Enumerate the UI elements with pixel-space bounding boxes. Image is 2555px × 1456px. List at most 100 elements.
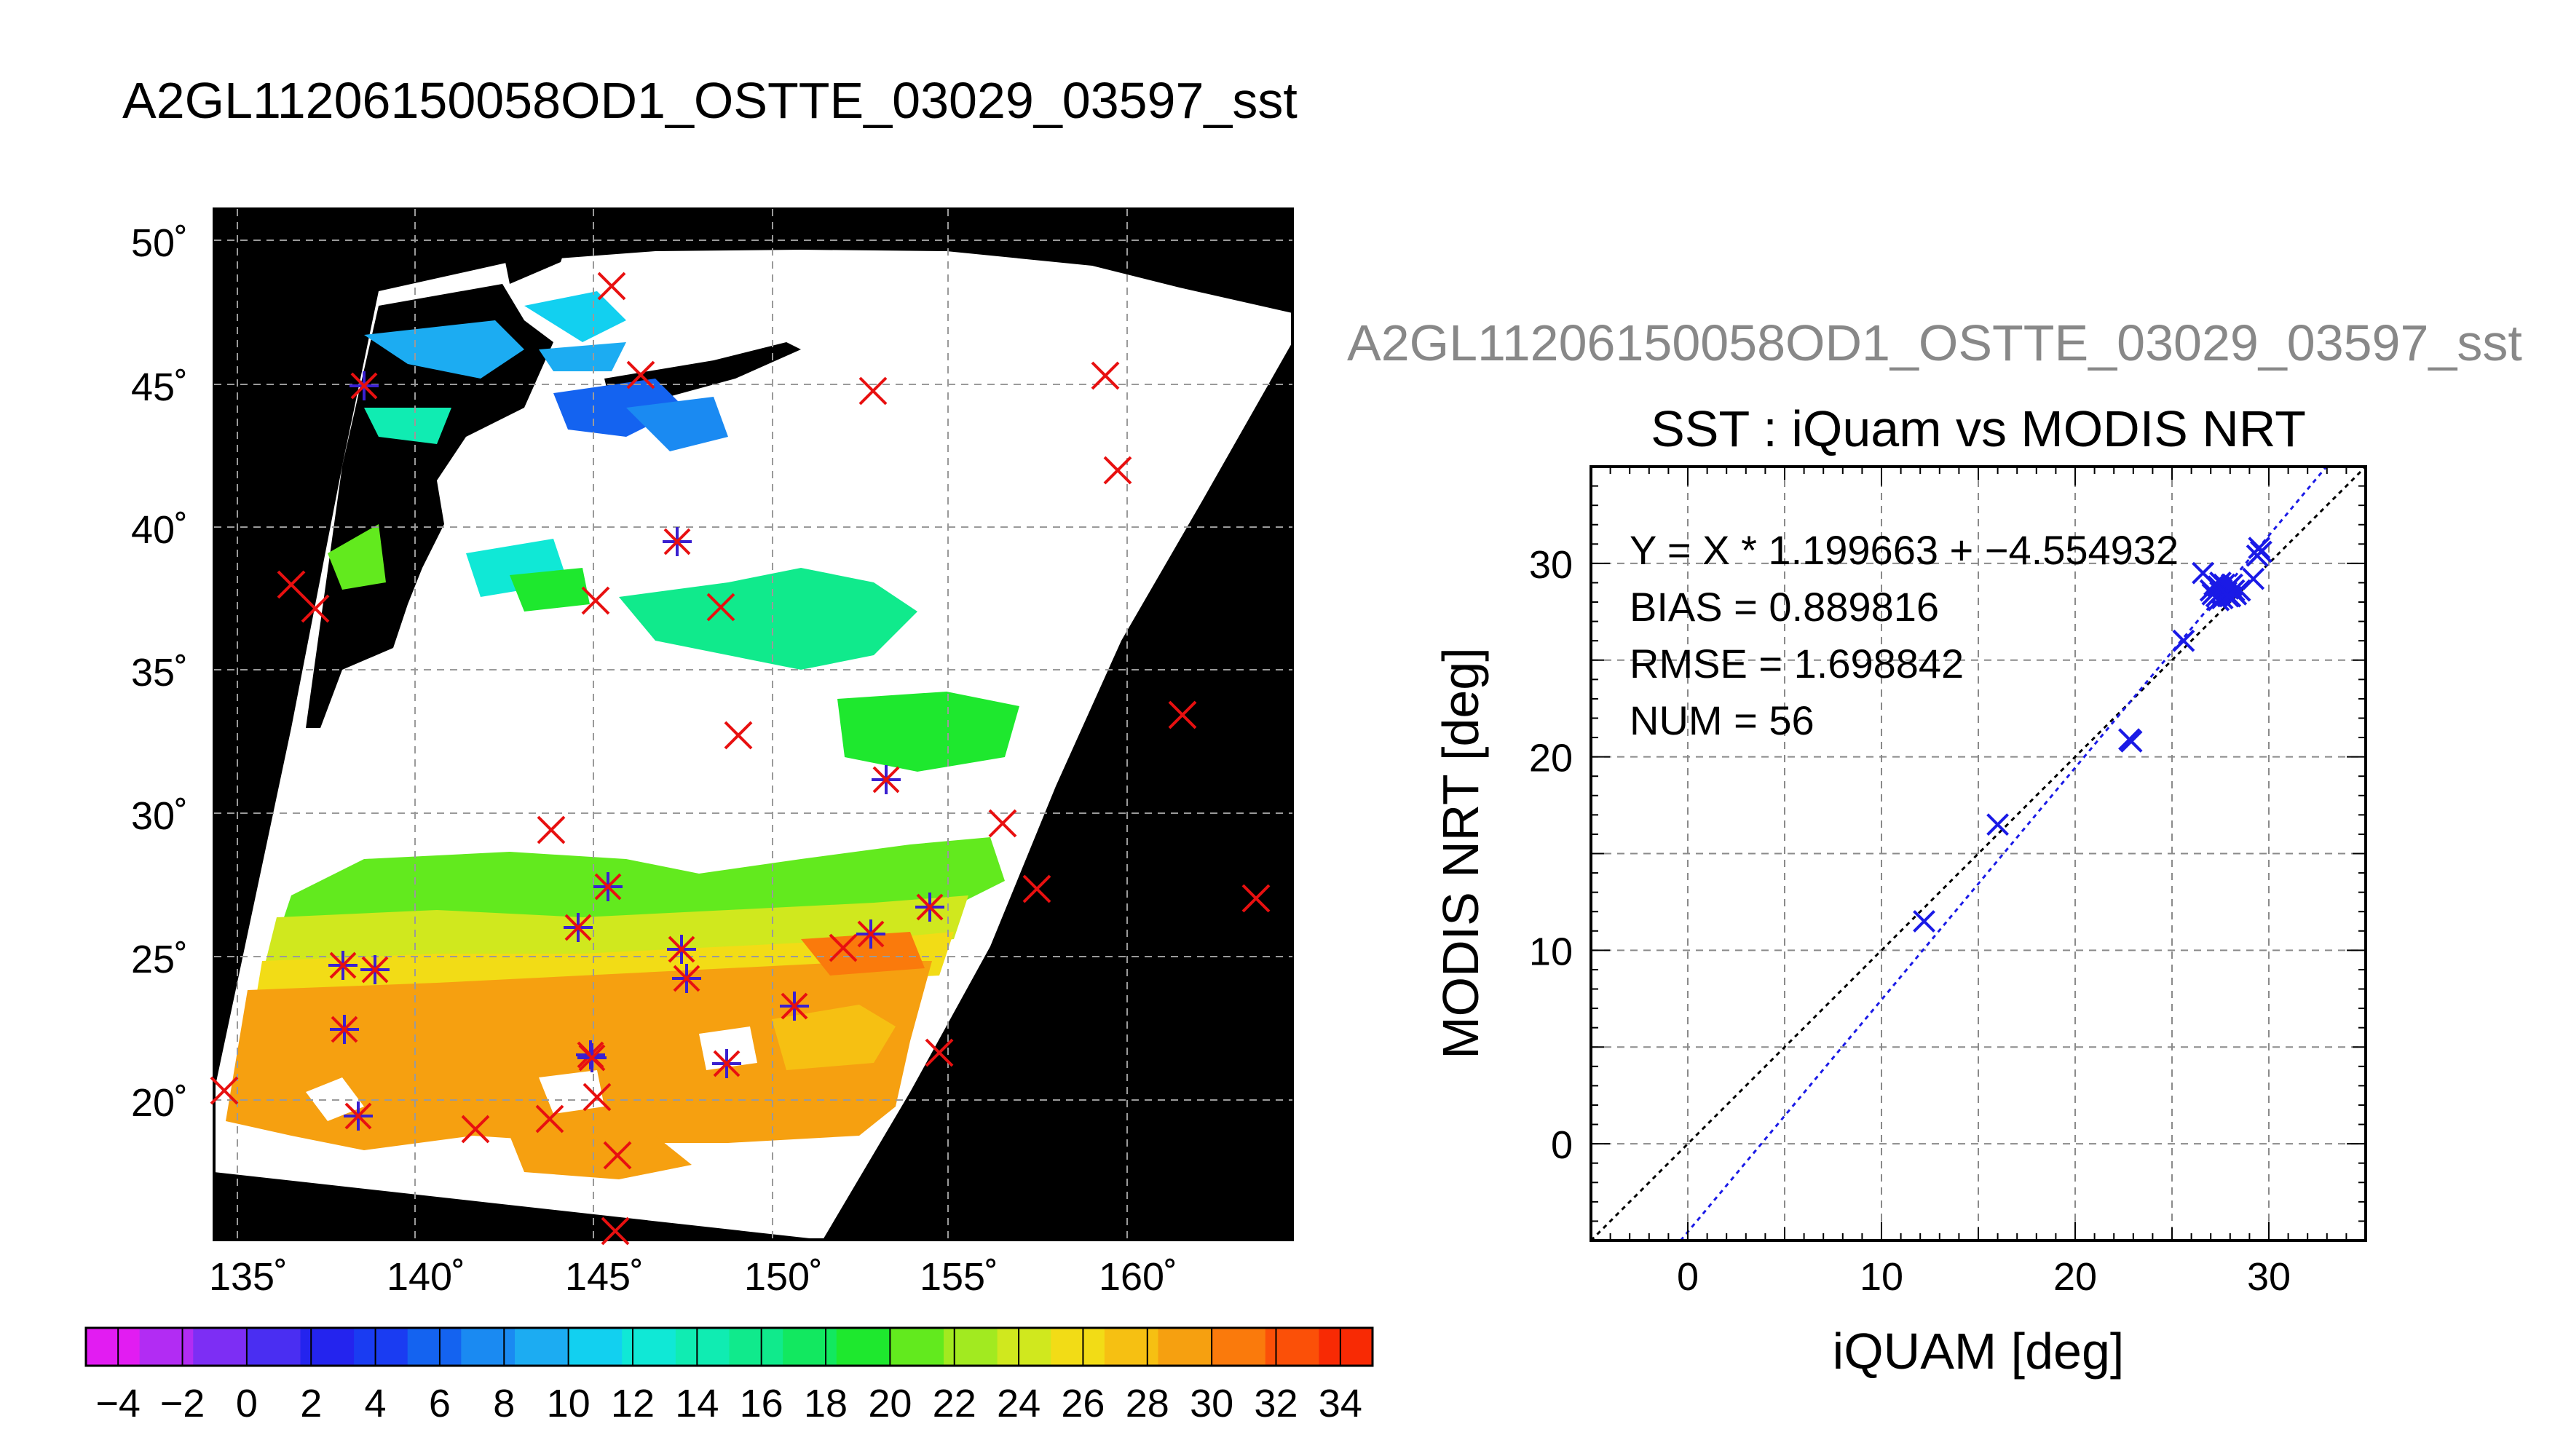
- map-lon-labels: 135˚ 140˚ 145˚ 150˚ 155˚ 160˚: [209, 1255, 1177, 1299]
- colorbar-swatch: [1212, 1328, 1265, 1366]
- colorbar-swatch: [86, 1328, 140, 1366]
- matchup-marker: [667, 935, 696, 964]
- map-lat-tick-label: 50˚: [131, 221, 188, 265]
- colorbar-swatch: [1319, 1328, 1373, 1366]
- matchup-marker: [577, 1043, 607, 1072]
- colorbar-tick-label: 8: [493, 1382, 515, 1425]
- map-lon-tick-label: 140˚: [387, 1255, 465, 1299]
- scatter-point: [2243, 569, 2264, 589]
- colorbar-tick-label: 0: [236, 1382, 258, 1425]
- colorbar: −4 −2 0 2 4 6 8 10 12 14 16 18 20 22 24 26 28 30 32 34: [86, 1328, 1373, 1425]
- colorbar-tick-label: 10: [547, 1382, 591, 1425]
- colorbar-swatch: [998, 1328, 1051, 1366]
- x-axis-label: iQUAM [deg]: [1833, 1323, 2125, 1380]
- colorbar-tick-label: 26: [1061, 1382, 1105, 1425]
- x-tick-label: 0: [1677, 1255, 1699, 1299]
- map-lat-tick-label: 25˚: [131, 938, 188, 981]
- colorbar-swatch: [1051, 1328, 1105, 1366]
- map-lon-tick-label: 160˚: [1099, 1255, 1177, 1299]
- y-tick-label: 20: [1529, 737, 1573, 780]
- map-lon-tick-label: 135˚: [209, 1255, 288, 1299]
- scatter-point: [1914, 911, 1935, 932]
- scatter-points: [1914, 538, 2272, 932]
- y-tick-label: 10: [1529, 930, 1573, 973]
- colorbar-swatch: [247, 1328, 301, 1366]
- matchup-marker: [360, 955, 390, 984]
- colorbar-tick-label: 30: [1190, 1382, 1233, 1425]
- map-lat-tick-label: 40˚: [131, 508, 188, 552]
- colorbar-swatch: [890, 1328, 944, 1366]
- colorbar-swatch: [837, 1328, 891, 1366]
- colorbar-swatch: [140, 1328, 194, 1366]
- colorbar-swatch: [354, 1328, 408, 1366]
- colorbar-swatch: [1105, 1328, 1158, 1366]
- colorbar-tick-label: 34: [1319, 1382, 1362, 1425]
- colorbar-tick-label: −4: [95, 1382, 141, 1425]
- colorbar-tick-label: 32: [1254, 1382, 1298, 1425]
- matchup-marker: [663, 527, 692, 556]
- colorbar-tick-label: 6: [429, 1382, 451, 1425]
- colorbar-swatch: [1158, 1328, 1212, 1366]
- map-lat-tick-label: 30˚: [131, 794, 188, 838]
- matchup-marker: [593, 872, 623, 901]
- x-tick-label: 30: [2247, 1255, 2291, 1299]
- colorbar-swatch: [1265, 1328, 1319, 1366]
- colorbar-swatch: [622, 1328, 676, 1366]
- colorbar-tick-label: 4: [365, 1382, 387, 1425]
- map-lat-tick-label: 35˚: [131, 651, 188, 695]
- matchup-marker: [330, 1015, 359, 1044]
- matchup-marker: [564, 913, 593, 942]
- colorbar-swatch: [461, 1328, 515, 1366]
- colorbar-swatch: [569, 1328, 623, 1366]
- map-lon-tick-label: 155˚: [920, 1255, 998, 1299]
- scatter-stats: Y = X * 1.199663 + −4.554932 BIAS = 0.88…: [1630, 527, 2179, 743]
- map-lat-labels: 50˚ 45˚ 40˚ 35˚ 30˚ 25˚ 20˚: [131, 221, 188, 1125]
- main-title: A2GL11206150058OD1_OSTTE_03029_03597_sst: [122, 72, 1298, 129]
- y-axis-label: MODIS NRT [deg]: [1432, 647, 1489, 1059]
- colorbar-swatch: [944, 1328, 998, 1366]
- colorbar-tick-label: 12: [611, 1382, 655, 1425]
- colorbar-tick-label: −2: [160, 1382, 205, 1425]
- matchup-marker: [872, 765, 901, 794]
- matchup-marker: [672, 964, 701, 993]
- matchup-marker: [915, 893, 944, 922]
- matchup-marker: [780, 992, 809, 1021]
- colorbar-swatch: [515, 1328, 569, 1366]
- matchup-marker: [712, 1049, 741, 1078]
- colorbar-swatch: [301, 1328, 355, 1366]
- scatter-plot: SST : iQuam vs MODIS NRT 0 10 20 300102030 …: [1432, 400, 2366, 1380]
- colorbar-swatch: [783, 1328, 837, 1366]
- colorbar-swatch: [408, 1328, 462, 1366]
- matchup-marker: [344, 1101, 373, 1131]
- rmse-label: RMSE = 1.698842: [1630, 641, 1964, 687]
- y-tick-label: 0: [1551, 1123, 1573, 1167]
- matchup-marker: [856, 919, 885, 949]
- colorbar-swatch: [676, 1328, 730, 1366]
- scatter-point: [1988, 815, 2008, 835]
- colorbar-tick-label: 24: [997, 1382, 1040, 1425]
- colorbar-tick-label: 20: [868, 1382, 912, 1425]
- colorbar-tick-label: 14: [675, 1382, 719, 1425]
- matchup-marker: [350, 371, 379, 400]
- map-lon-tick-label: 145˚: [565, 1255, 644, 1299]
- y-tick-label: 30: [1529, 543, 1573, 587]
- map-lat-tick-label: 45˚: [131, 365, 188, 409]
- regression-equation: Y = X * 1.199663 + −4.554932: [1630, 527, 2179, 573]
- map-lat-tick-label: 20˚: [131, 1081, 188, 1125]
- colorbar-tick-label: 16: [740, 1382, 783, 1425]
- bias-label: BIAS = 0.889816: [1630, 584, 1939, 630]
- num-label: NUM = 56: [1630, 697, 1814, 743]
- scatter-title: SST : iQuam vs MODIS NRT: [1651, 400, 2306, 457]
- colorbar-tick-label: 22: [933, 1382, 976, 1425]
- matchup-marker: [328, 951, 358, 980]
- scatter-super-title: A2GL11206150058OD1_OSTTE_03029_03597_sst: [1347, 314, 2522, 371]
- colorbar-swatch: [193, 1328, 247, 1366]
- scatter-point: [2121, 731, 2141, 751]
- colorbar-tick-label: 2: [300, 1382, 322, 1425]
- colorbar-tick-label: 18: [804, 1382, 848, 1425]
- colorbar-tick-label: 28: [1126, 1382, 1169, 1425]
- x-tick-label: 20: [2053, 1255, 2097, 1299]
- sst-map: 50˚ 45˚ 40˚ 35˚ 30˚ 25˚ 20˚ 135˚ 140˚ 145˚ 150˚ 15…: [131, 209, 1292, 1299]
- map-lon-tick-label: 150˚: [744, 1255, 823, 1299]
